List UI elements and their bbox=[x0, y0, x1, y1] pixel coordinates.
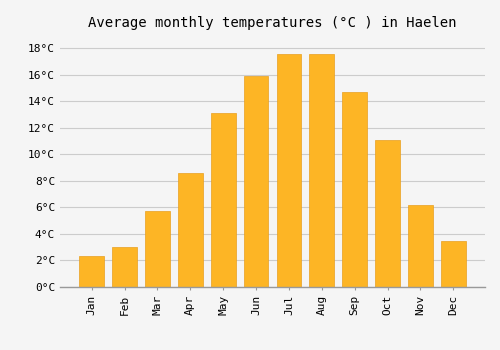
Bar bbox=[211, 113, 236, 287]
Bar bbox=[441, 240, 466, 287]
Bar bbox=[145, 211, 170, 287]
Bar bbox=[310, 54, 334, 287]
Bar bbox=[408, 205, 433, 287]
Bar bbox=[112, 247, 137, 287]
Bar bbox=[178, 173, 203, 287]
Bar bbox=[376, 140, 400, 287]
Bar bbox=[342, 92, 367, 287]
Bar bbox=[276, 54, 301, 287]
Bar bbox=[80, 257, 104, 287]
Title: Average monthly temperatures (°C ) in Haelen: Average monthly temperatures (°C ) in Ha… bbox=[88, 16, 457, 30]
Bar bbox=[244, 76, 268, 287]
